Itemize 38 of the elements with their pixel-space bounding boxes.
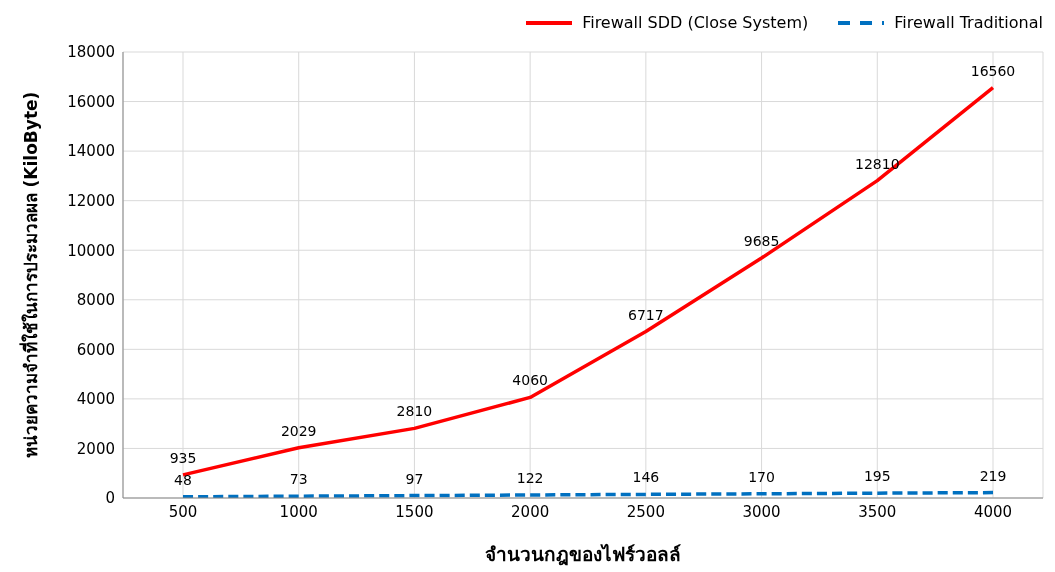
y-tick-label: 8000	[76, 291, 115, 310]
y-axis-title: หน่วยความจำที่ใช้ในการประมวลผล (KiloByte)	[19, 91, 42, 459]
x-tick-label: 3500	[858, 502, 897, 521]
y-tick-label: 18000	[67, 43, 115, 62]
x-tick-label: 2000	[511, 502, 550, 521]
legend-label: Firewall SDD (Close System)	[582, 13, 809, 32]
data-label: 97	[405, 470, 424, 487]
y-tick-label: 0	[105, 489, 115, 508]
data-label: 195	[863, 468, 891, 485]
data-label: 6717	[628, 306, 664, 323]
data-label: 935	[169, 449, 197, 466]
x-tick-label: 4000	[973, 502, 1013, 521]
y-tick-label: 4000	[76, 390, 115, 409]
y-tick-label: 2000	[76, 439, 115, 458]
data-label: 48	[174, 471, 192, 488]
data-label: 2810	[396, 403, 433, 420]
data-label: 16560	[970, 62, 1016, 79]
data-label: 219	[979, 467, 1007, 484]
x-tick-label: 1500	[395, 502, 434, 521]
x-tick-label: 500	[168, 502, 198, 521]
data-label: 2029	[280, 422, 317, 439]
data-label: 73	[289, 471, 308, 488]
data-label: 4060	[512, 372, 548, 389]
y-tick-label: 14000	[67, 142, 115, 161]
x-tick-label: 3000	[742, 502, 781, 521]
x-axis-title: จำนวนกฎของไฟร์วอลล์	[485, 543, 681, 567]
data-label: 12810	[855, 155, 900, 172]
data-label: 9685	[743, 233, 780, 250]
y-tick-label: 6000	[76, 340, 115, 359]
data-label: 170	[748, 468, 775, 485]
x-tick-label: 2500	[626, 502, 665, 521]
legend-label: Firewall Traditional	[894, 13, 1043, 32]
y-tick-label: 16000	[67, 92, 115, 111]
data-label: 146	[632, 469, 660, 486]
y-tick-label: 12000	[67, 191, 115, 210]
y-tick-label: 10000	[67, 241, 115, 260]
x-tick-label: 1000	[279, 502, 318, 521]
data-label: 122	[516, 469, 544, 486]
